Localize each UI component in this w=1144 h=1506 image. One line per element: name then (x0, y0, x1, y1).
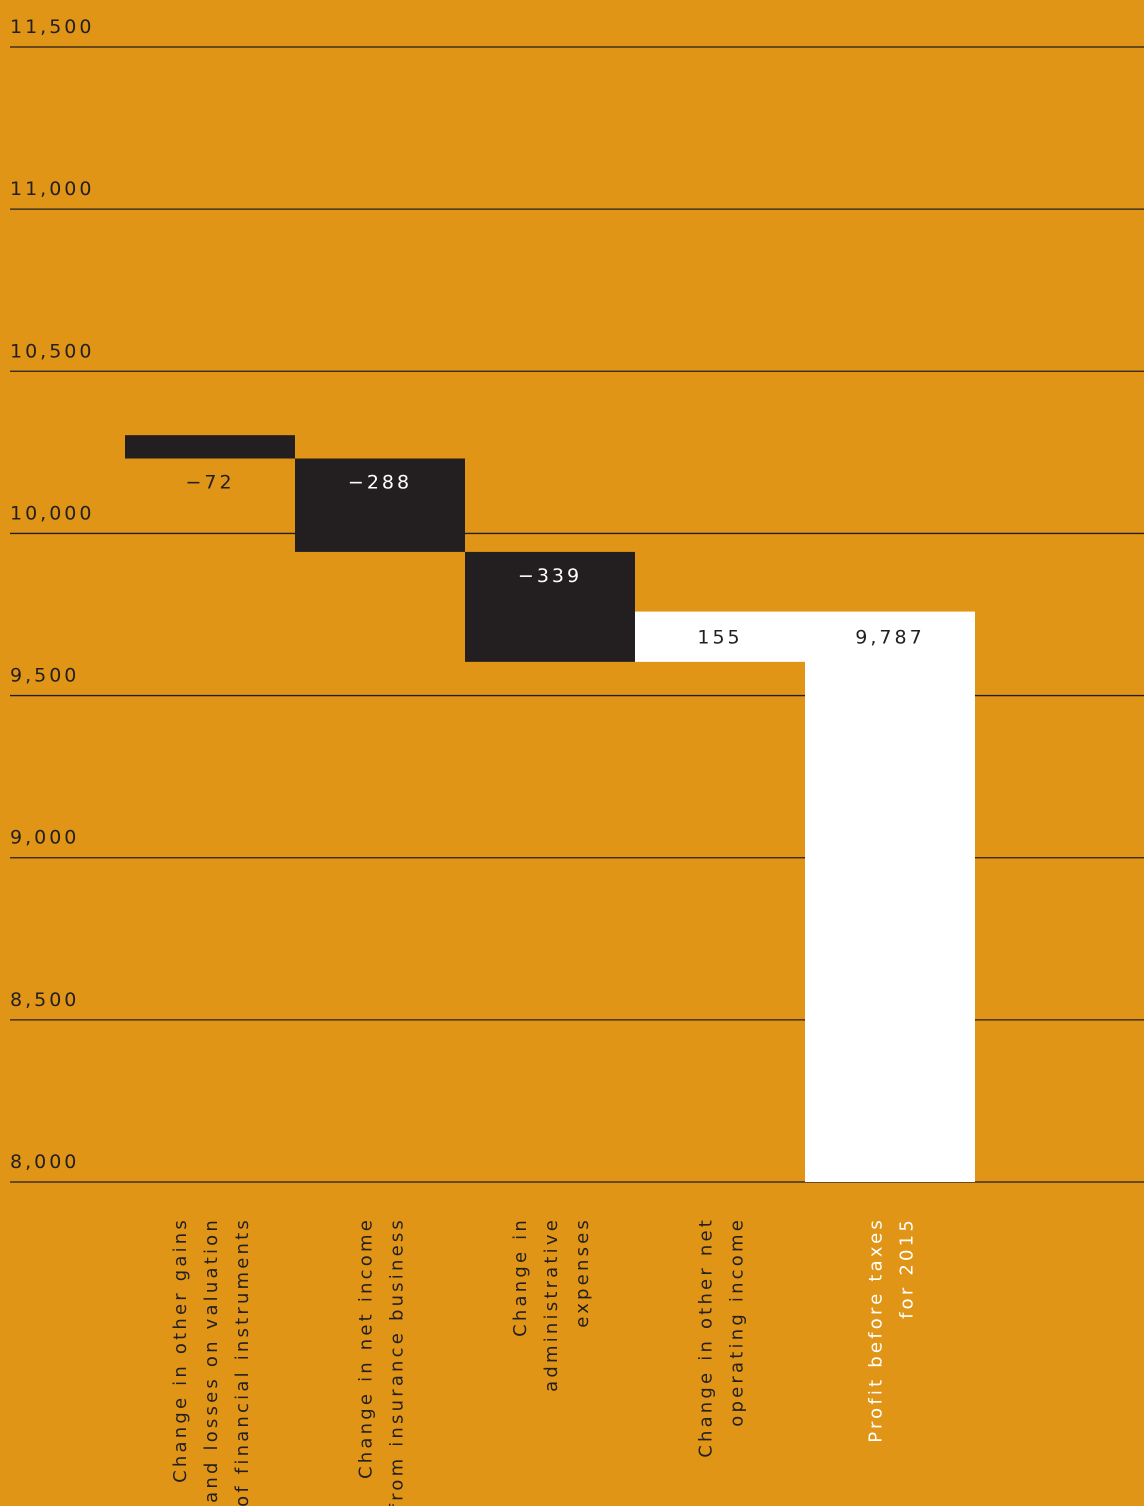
category-label-line: Change in other gains (170, 1217, 191, 1483)
y-tick-label: 10,000 (10, 502, 94, 524)
category-label: Change in other gains and losses on valua… (170, 1217, 253, 1506)
bar-total (805, 611, 975, 1182)
y-tick-label: 10,500 (10, 340, 94, 362)
y-tick-label: 8,500 (10, 989, 79, 1011)
y-tick-label: 8,000 (10, 1151, 79, 1173)
category-label-line: Change in net income (356, 1217, 377, 1479)
bar-increase (635, 611, 805, 662)
category-label: Change in net income from insurance busin… (356, 1217, 408, 1506)
category-label-line: Change in other net (696, 1217, 717, 1458)
bar-decrease (125, 435, 295, 459)
category-label: Change in administrative expenses (510, 1217, 593, 1392)
bars (125, 435, 975, 1182)
category-label-line: administrative (541, 1217, 562, 1392)
category-label-line: expenses (572, 1217, 593, 1328)
bar-decrease (295, 458, 465, 552)
category-label-line: of financial instruments (232, 1217, 253, 1506)
y-tick-label: 9,000 (10, 827, 79, 849)
category-labels: Change in other gains and losses on valua… (170, 1217, 918, 1506)
category-label-line: for 2015 (897, 1217, 918, 1319)
y-tick-label: 9,500 (10, 665, 79, 687)
value-label: −72 (185, 472, 234, 494)
value-label: 9,787 (855, 627, 924, 649)
category-label-line: from insurance business (387, 1217, 408, 1506)
category-label-line: Change in (510, 1217, 531, 1337)
value-label: 155 (697, 627, 742, 649)
category-label-line: operating income (727, 1217, 748, 1427)
value-label: −339 (518, 565, 582, 587)
y-tick-label: 11,500 (10, 16, 94, 38)
grid: 11,500 11,000 10,500 10,000 9,500 9,000 8,500 8… (10, 16, 1144, 1183)
value-label: −288 (348, 472, 412, 494)
category-label: Profit before taxes for 2015 (866, 1217, 918, 1443)
category-label-line: and losses on valuation (201, 1217, 222, 1503)
value-labels: −72 −288 −339 155 9,787 (185, 472, 924, 649)
category-label-line: Profit before taxes (866, 1217, 887, 1443)
bar-decrease (465, 551, 635, 662)
y-tick-label: 11,000 (10, 178, 94, 200)
category-label: Change in other net operating income (696, 1217, 748, 1458)
